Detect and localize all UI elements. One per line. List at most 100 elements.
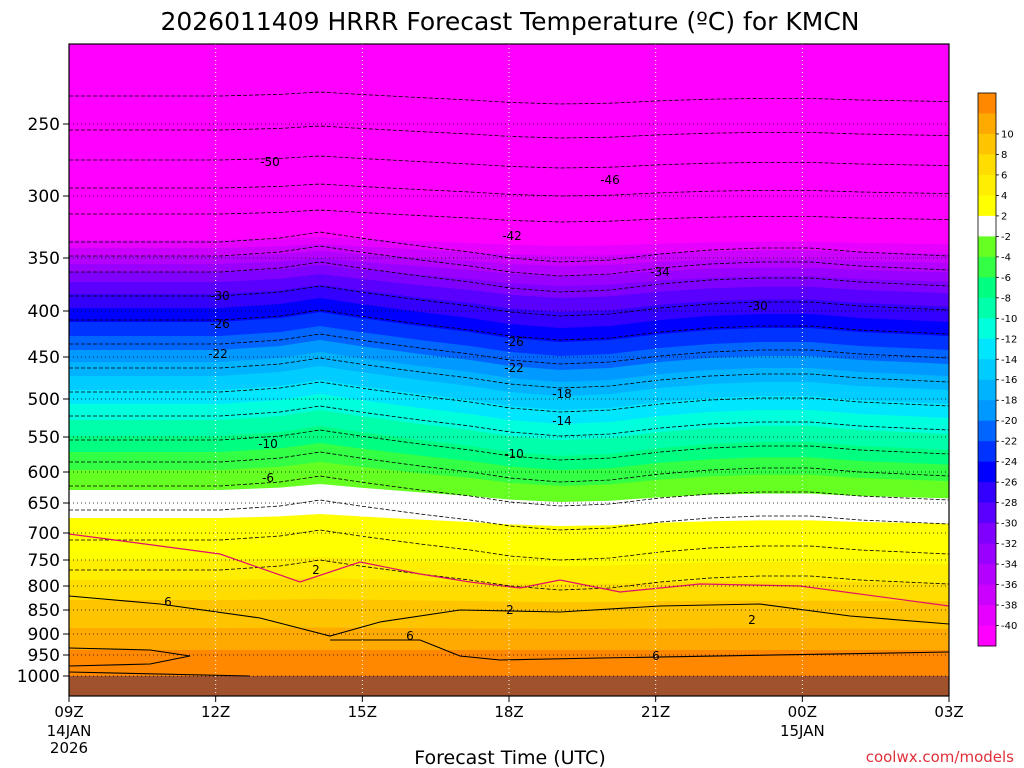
contour-label: -46 [600, 173, 620, 187]
colorbar-swatch [978, 379, 996, 401]
freezing-line [69, 533, 949, 607]
contour-label: -50 [260, 155, 280, 169]
contour-label: -10 [258, 437, 278, 451]
credit-link[interactable]: coolwx.com/models [866, 748, 1014, 766]
colorbar-swatch [978, 625, 996, 647]
colorbar-swatch [978, 338, 996, 360]
colorbar-swatch [978, 133, 996, 155]
contour-line [69, 529, 949, 561]
colorbar-swatch [978, 502, 996, 524]
contour-label: 6 [652, 649, 660, 663]
x-tick-sublabel: 2026 [50, 739, 88, 757]
colorbar-swatch [978, 543, 996, 565]
y-tick-label: 700 [28, 524, 60, 544]
contour-line [69, 475, 949, 507]
y-tick-label: 950 [28, 646, 60, 666]
x-tick-label: 09Z [54, 703, 83, 721]
y-tick-label: 450 [28, 348, 60, 368]
colorbar-swatch [978, 174, 996, 196]
colorbar-swatch [978, 318, 996, 340]
colorbar-swatch [978, 482, 996, 504]
y-tick-label: 350 [28, 249, 60, 269]
colorbar-label: -34 [1001, 560, 1017, 571]
colorbar-swatch [978, 297, 996, 319]
contour-label: 2 [748, 613, 756, 627]
contour-line [69, 209, 949, 223]
contour-label: -26 [210, 317, 230, 331]
colorbar-label: -24 [1001, 457, 1017, 468]
y-axis: 250 300 350 400 450 500 550 600 650 700 750 800 850 9… [17, 115, 69, 687]
colorbar-label: -8 [1001, 293, 1011, 304]
contour-label: -6 [262, 471, 274, 485]
colorbar: -40-38-36-34-32-30-28-26-24-22-20-18-16-… [977, 92, 1017, 647]
contour-line-6c [69, 647, 191, 667]
contour-label: 6 [164, 595, 172, 609]
contour-line [69, 125, 949, 139]
colorbar-label: -10 [1001, 314, 1017, 325]
contour-line [69, 155, 949, 169]
x-tick-label: 03Z [934, 703, 963, 721]
y-tick-label: 850 [28, 601, 60, 621]
colorbar-swatch [978, 256, 996, 278]
colorbar-swatch [978, 605, 996, 627]
colorbar-swatch [978, 523, 996, 545]
colorbar-label: -16 [1001, 375, 1017, 386]
colorbar-label: -14 [1001, 355, 1017, 366]
contour-label: -14 [552, 414, 572, 428]
x-axis-label: Forecast Time (UTC) [414, 747, 605, 768]
contour-line [69, 559, 949, 591]
colorbar-label: -26 [1001, 478, 1017, 489]
contour-line [69, 333, 949, 365]
y-tick-label: 550 [28, 428, 60, 448]
contour-line [69, 381, 949, 413]
contour-label: -34 [650, 265, 670, 279]
colorbar-label: 10 [1001, 129, 1014, 140]
colorbar-label: -28 [1001, 498, 1017, 509]
y-tick-label: 300 [28, 187, 60, 207]
colorbar-label: 6 [1001, 170, 1007, 181]
y-tick-label: 650 [28, 494, 60, 514]
colorbar-swatch [978, 420, 996, 442]
y-tick-label: 500 [28, 390, 60, 410]
contour-line-2c [69, 595, 949, 637]
chart-title: 2026011409 HRRR Forecast Temperature (ºC… [160, 7, 859, 36]
colorbar-label: -18 [1001, 396, 1017, 407]
x-tick-label: 18Z [494, 703, 523, 721]
y-tick-label: 900 [28, 625, 60, 645]
colorbar-label: -36 [1001, 580, 1017, 591]
contour-line [69, 231, 949, 263]
colorbar-swatch [978, 154, 996, 176]
colorbar-swatch [978, 461, 996, 483]
colorbar-swatch [978, 359, 996, 381]
colorbar-swatch [978, 564, 996, 586]
colorbar-frame [977, 92, 997, 647]
contour-line [69, 285, 949, 317]
colorbar-swatch [978, 195, 996, 217]
contour-label: 2 [506, 603, 514, 617]
colorbar-swatch [978, 236, 996, 258]
y-tick-label: 250 [28, 115, 60, 135]
y-tick-label: 800 [28, 577, 60, 597]
contour-line [69, 309, 949, 341]
colorbar-label: -12 [1001, 334, 1017, 345]
x-tick-sublabel: 15JAN [780, 722, 825, 740]
colorbar-label: -4 [1001, 252, 1011, 263]
contour-line-6c [69, 639, 949, 677]
x-tick-label: 21Z [641, 703, 670, 721]
colorbar-label: -32 [1001, 539, 1017, 550]
colorbar-swatch [978, 113, 996, 135]
y-tick-label: 400 [28, 302, 60, 322]
y-tick-label: 600 [28, 463, 60, 483]
x-tick-sublabel: 14JAN [47, 722, 92, 740]
contour-label: -22 [208, 347, 228, 361]
contour-label: 2 [312, 563, 320, 577]
contour-label: -18 [552, 387, 572, 401]
contour-label: -26 [504, 335, 524, 349]
colorbar-label: -6 [1001, 273, 1011, 284]
colorbar-label: -2 [1001, 232, 1011, 243]
colorbar-label: 4 [1001, 191, 1007, 202]
contour-label: -30 [748, 299, 768, 313]
colorbar-swatch [978, 441, 996, 463]
